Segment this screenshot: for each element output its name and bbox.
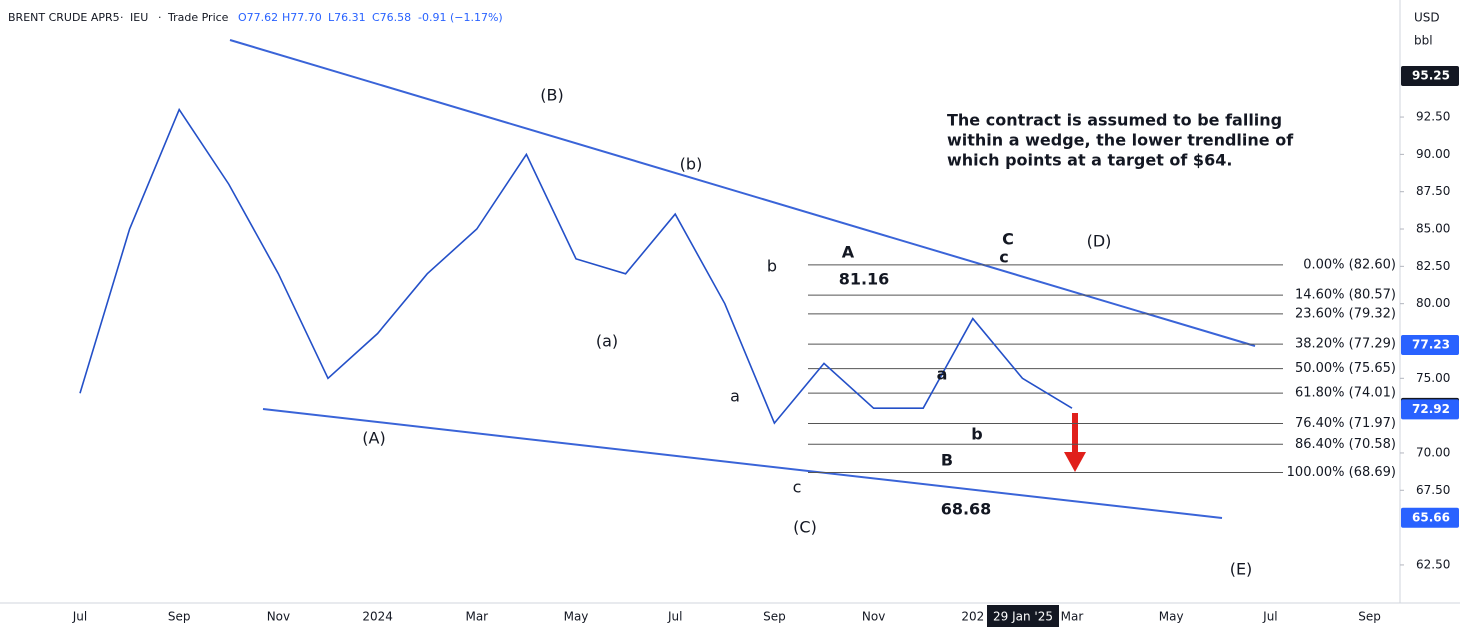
currency[interactable]: USD — [1414, 11, 1440, 25]
header-item: IEU — [130, 11, 148, 24]
wave-label: b — [971, 425, 982, 444]
y-tick-label: 75.00 — [1416, 371, 1450, 385]
header-item: O77.62 — [238, 11, 278, 24]
y-tick-label: 87.50 — [1416, 184, 1450, 198]
header-item: · — [120, 11, 124, 24]
x-tick-label: Jul — [667, 610, 682, 624]
crosshair-box — [987, 605, 1059, 627]
wave-label: a — [730, 387, 740, 406]
wave-label: B — [941, 451, 953, 470]
x-tick-label: Sep — [1358, 610, 1381, 624]
red-arrow — [1064, 413, 1086, 472]
y-tick-label: 92.50 — [1416, 110, 1450, 124]
price-tag-label: 95.25 — [1412, 68, 1450, 82]
fib-label: 61.80% (74.01) — [1295, 386, 1396, 401]
header-item: C76.58 — [372, 11, 411, 24]
header-item: -0.91 (−1.17%) — [418, 11, 503, 24]
fib-label: 0.00% (82.60) — [1303, 257, 1396, 272]
wave-label: a — [937, 365, 948, 384]
wave-label: (C) — [793, 518, 817, 537]
fib-label: 86.40% (70.58) — [1295, 437, 1396, 452]
y-tick-label: 90.00 — [1416, 147, 1450, 161]
fib-label: 100.00% (68.69) — [1287, 465, 1396, 480]
price-tag — [1401, 507, 1459, 528]
x-tick-label: Jul — [1262, 610, 1277, 624]
wave-label: 81.16 — [839, 270, 890, 289]
header-item: H77.70 — [282, 11, 322, 24]
wave-label: c — [793, 478, 802, 497]
x-tick-label: Nov — [862, 610, 885, 624]
wave-label: c — [999, 248, 1008, 267]
price-tag-label: 72.92 — [1412, 402, 1450, 416]
annotation: The contract is assumed to be falling — [947, 111, 1282, 130]
header-item: BRENT CRUDE APR5 — [8, 11, 120, 24]
header-item: L76.31 — [328, 11, 366, 24]
x-tick-label: May — [564, 610, 589, 624]
wave-label: 68.68 — [941, 500, 992, 519]
price-tag-label: 65.66 — [1412, 510, 1450, 524]
x-tick-label: Sep — [763, 610, 786, 624]
x-tick-label: May — [1159, 610, 1184, 624]
fib-label: 14.60% (80.57) — [1295, 288, 1396, 303]
price-tag — [1401, 399, 1459, 420]
wave-label: (a) — [596, 332, 618, 351]
wave-label: (b) — [680, 155, 703, 174]
x-tick-label: Jul — [72, 610, 87, 624]
y-tick-label: 62.50 — [1416, 557, 1450, 571]
price-tag-label: 77.23 — [1412, 338, 1450, 352]
lower-trendline — [262, 408, 1223, 519]
annotation: which points at a target of $64. — [947, 151, 1232, 170]
crosshair-label: 29 Jan '25 — [993, 610, 1053, 624]
header-item: · — [158, 11, 162, 24]
x-tick-label: 202 — [961, 610, 984, 624]
x-tick-label: Mar — [1061, 610, 1084, 624]
unit[interactable]: bbl — [1414, 34, 1433, 48]
wave-label: (B) — [540, 86, 563, 105]
y-tick-label: 80.00 — [1416, 296, 1450, 310]
fib-label: 50.00% (75.65) — [1295, 361, 1396, 376]
wave-label: (D) — [1087, 232, 1112, 251]
fib-label: 23.60% (79.32) — [1295, 306, 1396, 321]
wave-label: (A) — [362, 429, 385, 448]
x-tick-label: Sep — [168, 610, 191, 624]
annotation: within a wedge, the lower trendline of — [947, 131, 1294, 150]
y-tick-label: 85.00 — [1416, 222, 1450, 236]
fib-label: 38.20% (77.29) — [1295, 337, 1396, 352]
price-tag — [1401, 65, 1459, 86]
x-tick-label: 2024 — [362, 610, 393, 624]
wave-label: A — [842, 243, 855, 262]
y-tick-label: 82.50 — [1416, 259, 1450, 273]
y-tick-label: 67.50 — [1416, 483, 1450, 497]
wave-label: C — [1002, 230, 1014, 249]
x-tick-label: Nov — [267, 610, 290, 624]
y-tick-label: 70.00 — [1416, 445, 1450, 459]
header-item: Trade Price — [167, 11, 229, 24]
price-tag — [1401, 335, 1459, 356]
x-tick-label: Mar — [465, 610, 488, 624]
wave-label: (E) — [1230, 560, 1253, 579]
wave-label: b — [767, 257, 777, 276]
price-line — [79, 107, 1073, 425]
fib-label: 76.40% (71.97) — [1295, 416, 1396, 431]
